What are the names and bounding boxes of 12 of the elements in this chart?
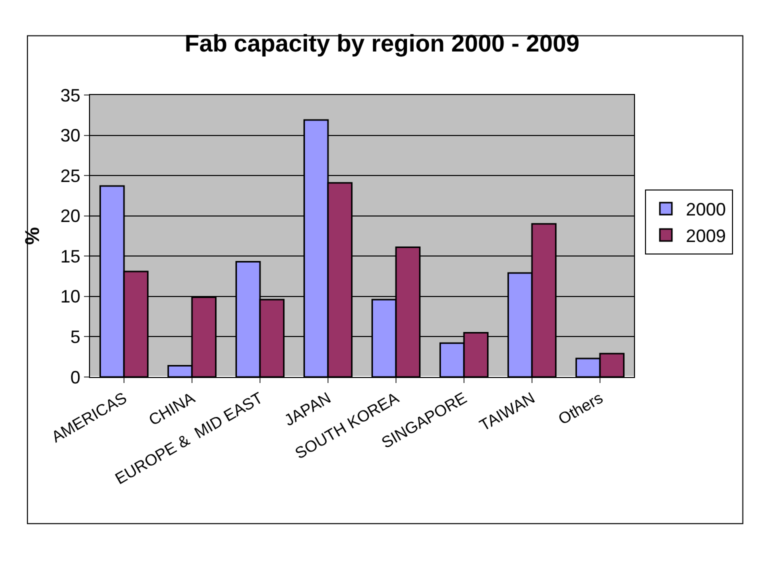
y-axis-title: %	[22, 226, 44, 245]
y-tick-label: 15	[60, 246, 80, 266]
legend-label: 2000	[686, 200, 726, 220]
y-tick-label: 30	[60, 126, 80, 146]
y-tick-label: 5	[70, 327, 80, 348]
y-tick-label: 20	[60, 206, 80, 226]
y-tick-label: 0	[70, 367, 80, 388]
y-tick-label: 35	[60, 85, 80, 106]
chart-title: Fab capacity by region 2000 - 2009	[184, 30, 580, 58]
y-tick-label: 10	[60, 286, 80, 307]
legend-label: 2009	[686, 226, 726, 246]
y-tick-label: 25	[60, 166, 80, 186]
